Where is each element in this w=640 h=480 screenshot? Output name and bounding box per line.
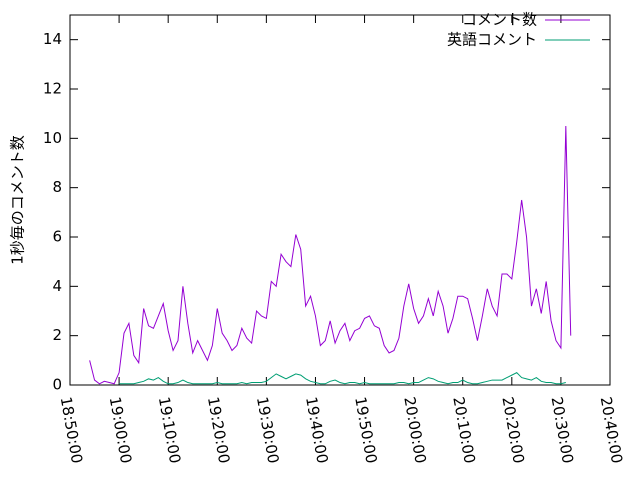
y-tick-label: 6: [52, 228, 62, 246]
x-tick-label: 18:50:00: [57, 395, 86, 464]
y-tick-label: 10: [43, 129, 62, 147]
x-tick-label: 19:20:00: [204, 395, 233, 464]
x-tick-label: 20:30:00: [548, 395, 577, 464]
y-tick-label: 8: [52, 178, 62, 196]
x-tick-label: 19:40:00: [302, 395, 331, 464]
x-tick-label: 20:10:00: [449, 395, 478, 464]
series-line: [119, 372, 566, 385]
y-tick-label: 4: [52, 277, 62, 295]
legend-label: コメント数: [462, 11, 537, 29]
x-tick-label: 19:50:00: [351, 395, 380, 464]
x-tick-label: 20:20:00: [498, 395, 527, 464]
x-tick-label: 19:30:00: [253, 395, 282, 464]
plot-border: [69, 14, 611, 386]
y-tick-label: 14: [43, 30, 62, 48]
y-tick-label: 2: [52, 326, 62, 344]
x-tick-label: 19:00:00: [106, 395, 135, 464]
x-tick-label: 20:00:00: [400, 395, 429, 464]
y-tick-label: 0: [52, 376, 62, 394]
y-axis-label: 1秒毎のコメント数: [9, 135, 27, 265]
y-tick-label: 12: [43, 80, 62, 98]
legend-label: 英語コメント: [447, 31, 537, 49]
series-line: [89, 125, 572, 385]
x-tick-label: 19:10:00: [155, 395, 184, 464]
x-tick-label: 20:40:00: [597, 395, 626, 464]
